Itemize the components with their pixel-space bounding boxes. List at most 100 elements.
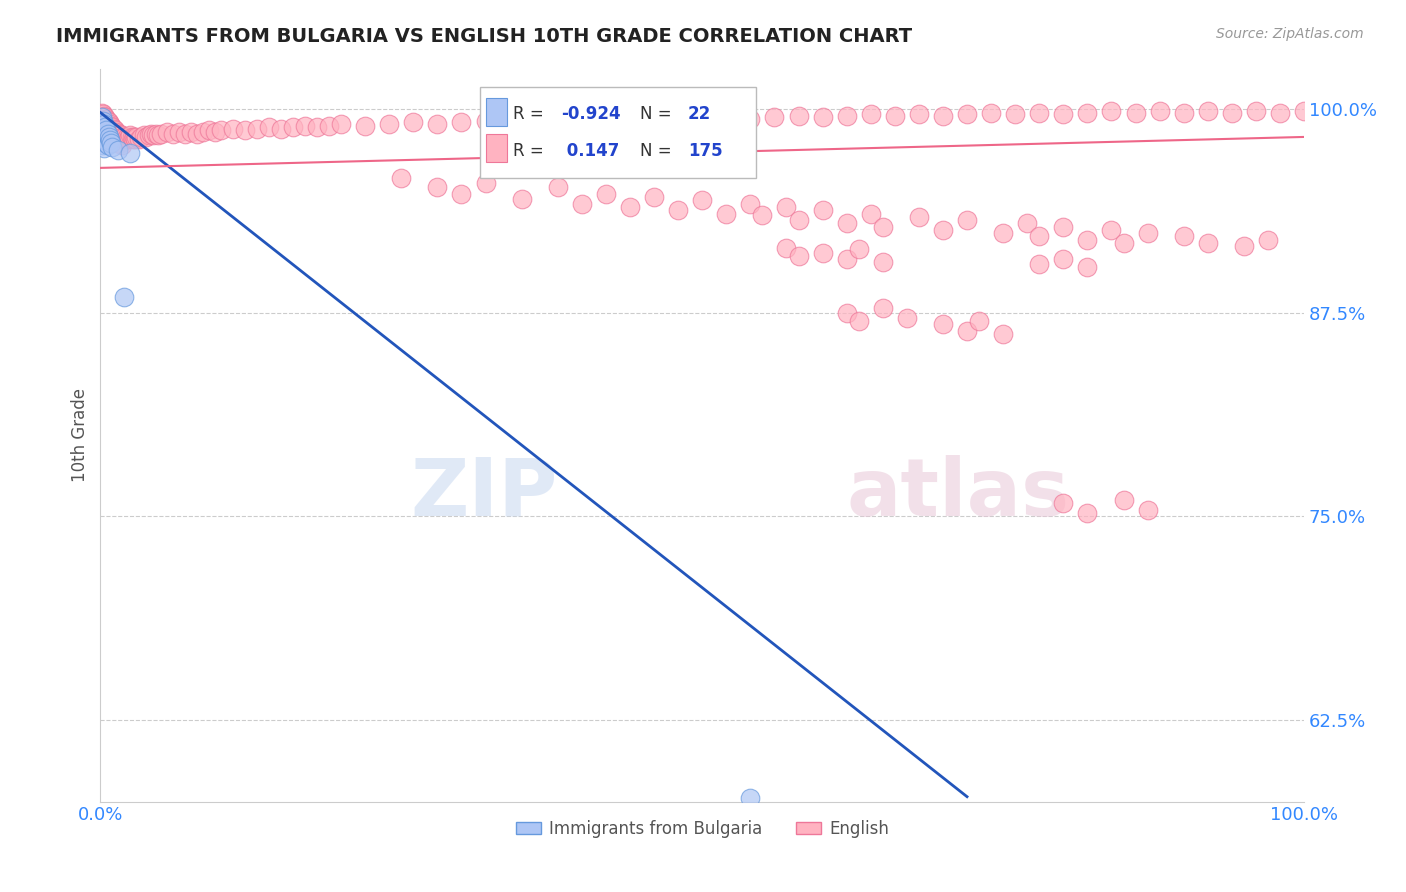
Point: [1076, 233, 1098, 247]
Point: [94, 119, 117, 133]
Point: [146, 128, 169, 143]
Point: [1233, 239, 1256, 253]
Point: [1028, 229, 1050, 244]
Point: [956, 324, 979, 338]
Point: [103, 121, 125, 136]
Point: [811, 203, 834, 218]
Point: [97, 130, 120, 145]
Point: [117, 131, 139, 145]
Text: 175: 175: [688, 142, 723, 160]
Point: [980, 105, 1002, 120]
Point: [1112, 493, 1135, 508]
Point: [97, 123, 120, 137]
Point: [294, 119, 316, 133]
Point: [155, 125, 177, 139]
Point: [1052, 252, 1074, 266]
Point: [330, 117, 353, 131]
Point: [835, 216, 858, 230]
Point: [90, 121, 112, 136]
Point: [93, 141, 115, 155]
Point: [848, 314, 870, 328]
Point: [94, 127, 117, 141]
Text: R =: R =: [513, 142, 550, 160]
Point: [1149, 103, 1171, 118]
Point: [1244, 103, 1267, 118]
Point: [93, 125, 115, 139]
Point: [105, 125, 128, 139]
Legend: Immigrants from Bulgaria, English: Immigrants from Bulgaria, English: [509, 814, 896, 845]
Point: [991, 326, 1014, 341]
Point: [124, 131, 146, 145]
Point: [103, 130, 125, 145]
Text: 0.147: 0.147: [561, 142, 620, 160]
Point: [120, 128, 142, 143]
Point: [112, 131, 135, 145]
Point: [114, 131, 136, 145]
Point: [956, 107, 979, 121]
Point: [93, 117, 115, 131]
Point: [108, 127, 131, 141]
Point: [872, 255, 894, 269]
Point: [402, 115, 425, 129]
Point: [956, 213, 979, 227]
Point: [690, 112, 713, 126]
Point: [94, 120, 117, 135]
Point: [690, 194, 713, 208]
Point: [1076, 105, 1098, 120]
Text: R =: R =: [513, 105, 550, 123]
Point: [763, 111, 786, 125]
Point: [120, 146, 142, 161]
Text: N =: N =: [640, 105, 676, 123]
Point: [97, 115, 120, 129]
Point: [107, 136, 129, 151]
Point: [100, 136, 122, 151]
Point: [619, 111, 641, 125]
Point: [908, 107, 931, 121]
Point: [90, 121, 112, 136]
Point: [105, 133, 128, 147]
Point: [97, 127, 120, 141]
Point: [93, 117, 115, 131]
Point: [96, 123, 118, 137]
Point: [859, 206, 882, 220]
Point: [97, 113, 120, 128]
Point: [1125, 105, 1147, 120]
Point: [740, 791, 762, 805]
Point: [97, 121, 120, 136]
Point: [97, 130, 120, 145]
Point: [191, 125, 214, 139]
Point: [186, 127, 208, 141]
Point: [104, 131, 127, 145]
Point: [1076, 260, 1098, 275]
Point: [96, 112, 118, 126]
Text: 22: 22: [688, 105, 711, 123]
Point: [643, 112, 665, 126]
Point: [108, 135, 131, 149]
Point: [96, 128, 118, 143]
Point: [233, 123, 256, 137]
Point: [1294, 103, 1316, 118]
Point: [257, 120, 280, 135]
Point: [100, 127, 122, 141]
Point: [122, 130, 145, 145]
Point: [1197, 235, 1219, 250]
Point: [775, 241, 797, 255]
Point: [180, 125, 202, 139]
Point: [1028, 105, 1050, 120]
Point: [716, 206, 738, 220]
Point: [129, 130, 152, 145]
Point: [94, 111, 117, 125]
Point: [162, 127, 184, 141]
Text: Source: ZipAtlas.com: Source: ZipAtlas.com: [1216, 27, 1364, 41]
Point: [1136, 503, 1159, 517]
Point: [932, 109, 955, 123]
Point: [118, 130, 141, 145]
Text: N =: N =: [640, 142, 676, 160]
Point: [318, 119, 340, 133]
Point: [595, 186, 617, 201]
Point: [787, 109, 810, 123]
Point: [209, 123, 232, 137]
Point: [474, 113, 496, 128]
Point: [105, 135, 128, 149]
Point: [121, 131, 143, 145]
